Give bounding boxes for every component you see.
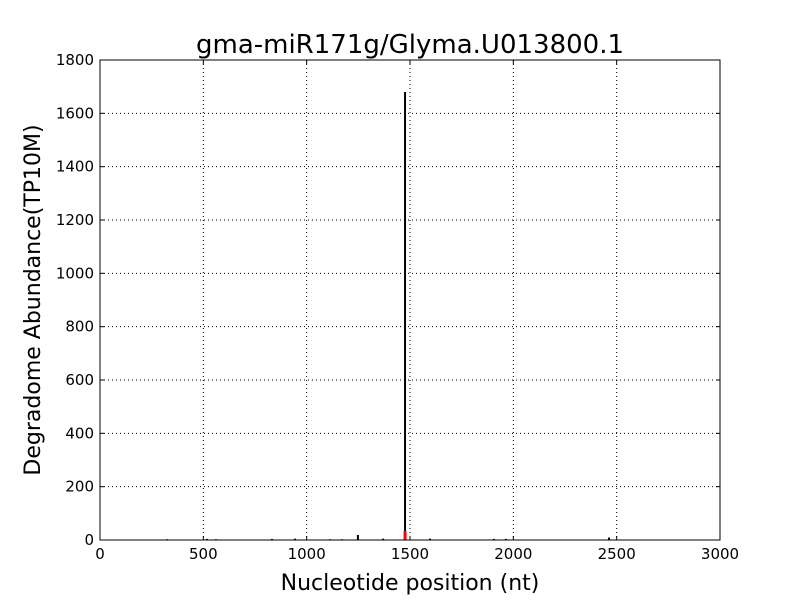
y-tick-label: 1200 bbox=[56, 211, 94, 229]
abundance-bar bbox=[294, 538, 297, 540]
x-tick-label: 2000 bbox=[494, 545, 532, 563]
abundance-bar bbox=[404, 92, 407, 540]
bars bbox=[165, 92, 611, 540]
y-tick-label: 0 bbox=[84, 531, 94, 549]
y-tick-label: 1600 bbox=[56, 104, 94, 122]
x-tick-label: 3000 bbox=[701, 545, 739, 563]
y-tick-label: 600 bbox=[65, 371, 94, 389]
ticks: 0 500 1000 1500 2000 2500 3000 0 200 400 600 800 100… bbox=[56, 51, 739, 563]
y-tick-label: 800 bbox=[65, 318, 94, 336]
grid bbox=[100, 60, 720, 540]
x-tick-label: 2500 bbox=[598, 545, 636, 563]
abundance-bar bbox=[429, 538, 432, 540]
y-tick-label: 1000 bbox=[56, 264, 94, 282]
abundance-bar bbox=[356, 534, 359, 540]
abundance-bar bbox=[270, 538, 273, 540]
y-tick-label: 200 bbox=[65, 478, 94, 496]
y-tick-label: 400 bbox=[65, 424, 94, 442]
chart-title: gma-miR171g/Glyma.U013800.1 bbox=[196, 30, 624, 60]
x-tick-label: 1000 bbox=[288, 545, 326, 563]
x-axis-label: Nucleotide position (nt) bbox=[281, 571, 540, 596]
abundance-bar bbox=[608, 537, 611, 540]
x-tick-label: 500 bbox=[189, 545, 218, 563]
abundance-bar bbox=[504, 538, 507, 540]
highlight-bar bbox=[403, 530, 407, 540]
x-tick-label: 1500 bbox=[391, 545, 429, 563]
abundance-bar bbox=[492, 538, 495, 540]
abundance-bar bbox=[382, 538, 385, 540]
abundance-bar bbox=[206, 538, 209, 540]
y-tick-label: 1800 bbox=[56, 51, 94, 69]
y-tick-label: 1400 bbox=[56, 158, 94, 176]
x-tick-label: 0 bbox=[95, 545, 105, 563]
y-axis-label: Degradome Abundance(TP10M) bbox=[21, 124, 46, 475]
